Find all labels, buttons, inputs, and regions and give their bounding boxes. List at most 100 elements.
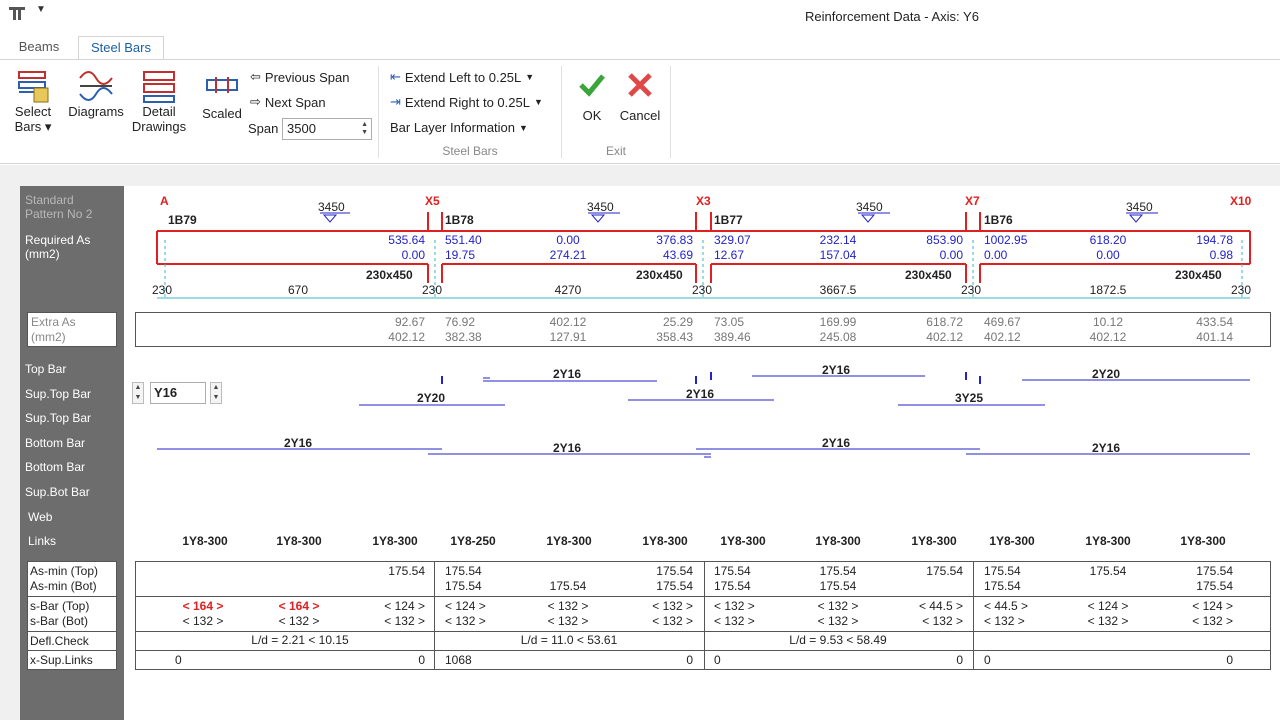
link-spec[interactable]: 1Y8-300 [642,534,688,548]
bottom-bar-label[interactable]: 2Y16 [822,436,851,450]
beam-name-1b77[interactable]: 1B77 [714,213,743,227]
span-value: 3500 [287,121,316,136]
extra-as-value: 402.12 [984,330,1021,344]
link-spec[interactable]: 1Y8-300 [546,534,592,548]
clear-span: 670 [287,283,309,297]
quick-access-dropdown-icon[interactable]: ▼ [36,4,46,15]
bottom-bar-label-2: Bottom Bar [25,460,86,474]
cancel-label: Cancel [619,108,661,123]
top-bar-label: Top Bar [25,362,67,376]
required-as-value: 329.07 [714,233,751,247]
axis-label-x3: X3 [696,194,711,208]
required-as-value: 551.40 [445,233,482,247]
beam-name-1b79[interactable]: 1B79 [168,213,197,227]
asmin-value: 175.54 [656,579,693,593]
link-spec[interactable]: 1Y8-300 [911,534,957,548]
ribbon-tabs: Beams Steel Bars [0,36,1280,60]
deflection-value: L/d = 9.53 < 58.49 [789,633,887,647]
span-spinner-icon[interactable]: ▲ ▼ [361,121,368,136]
sup-top-bar-label-2: Sup.Top Bar [25,411,92,425]
link-spec[interactable]: 1Y8-300 [372,534,418,548]
app-icon[interactable] [8,5,26,21]
bar-size-input[interactable]: Y16 [150,382,206,404]
extend-right-button[interactable]: ⇥ Extend Right to 0.25L ▼ [390,94,543,110]
required-as-value: 194.78 [1196,233,1233,247]
required-as-value: 157.04 [819,248,857,262]
beam-name-1b78[interactable]: 1B78 [445,213,474,227]
xsup-value: 0 [714,653,721,667]
select-bars-label: Select [14,104,52,119]
asmin-value: 175.54 [1196,579,1233,593]
beam-name-1b76[interactable]: 1B76 [984,213,1013,227]
web-label: Web [28,510,53,524]
window-title: Reinforcement Data - Axis: Y6 [805,9,979,24]
ok-button[interactable]: OK [574,70,610,123]
xsup-value: 0 [686,653,693,667]
sup-top-bar-label[interactable]: 2Y16 [686,387,715,401]
extend-left-button[interactable]: ⇤ Extend Left to 0.25L ▼ [390,69,534,85]
bottom-bar-label[interactable]: 2Y16 [553,441,582,455]
scaled-button[interactable]: Scaled [198,74,246,121]
extend-right-icon: ⇥ [390,94,401,109]
section-label: 230x450 [366,268,413,282]
sbar-value: < 124 > [384,599,425,613]
link-spec[interactable]: 1Y8-300 [1180,534,1226,548]
link-spec[interactable]: 1Y8-300 [989,534,1035,548]
link-spec[interactable]: 1Y8-300 [720,534,766,548]
link-spec[interactable]: 1Y8-300 [815,534,861,548]
detail-drawings-button[interactable]: Detail Drawings [128,68,190,134]
previous-span-button[interactable]: ⇦ Previous Span [250,69,349,85]
link-spec[interactable]: 1Y8-300 [1085,534,1131,548]
sup-top-bar-label[interactable]: 3Y25 [955,391,984,405]
clear-span: 1872.5 [1089,283,1127,297]
span-label: Span [248,121,279,136]
link-spec[interactable]: 1Y8-300 [182,534,228,548]
select-bars-icon [18,71,49,103]
sbar-value: < 164 > [182,599,224,613]
span-length-1: 3450 [318,200,345,214]
next-span-button[interactable]: ⇨ Next Span [250,94,326,110]
group-separator [670,66,671,158]
diagrams-button[interactable]: Diagrams [64,68,128,119]
group-label-exit: Exit [605,144,626,158]
support-width: 230 [692,283,713,297]
select-bars-button[interactable]: Select Bars ▾ [8,68,58,135]
extend-left-icon: ⇤ [390,69,401,84]
xsup-value: 0 [418,653,425,667]
xsup-value: 0 [984,653,991,667]
axis-label-x5: X5 [425,194,440,208]
tab-beams[interactable]: Beams [18,39,60,54]
bottom-bar-label[interactable]: 2Y16 [284,436,313,450]
bar-stepper-left[interactable]: ▲ ▼ [132,382,144,404]
asmin-value: 175.54 [549,579,587,593]
bottom-bar-label[interactable]: 2Y16 [1092,441,1121,455]
link-spec[interactable]: 1Y8-250 [450,534,496,548]
cancel-button[interactable]: Cancel [616,70,664,123]
sbar-value: < 132 > [1192,614,1233,628]
tab-steel-bars[interactable]: Steel Bars [78,36,164,60]
bar-layer-information-button[interactable]: Bar Layer Information ▼ [390,120,528,135]
span-input[interactable]: 3500 ▲ ▼ [282,118,372,140]
top-bar-label[interactable]: 2Y20 [1092,367,1121,381]
sbar-value: < 132 > [1087,614,1129,628]
sbar-value: < 124 > [1192,599,1233,613]
bar-stepper-right[interactable]: ▲ ▼ [210,382,222,404]
sbar-value: < 132 > [278,614,320,628]
top-bar-label[interactable]: 2Y16 [822,363,851,377]
xsup-value: 1068 [445,653,472,667]
arrow-right-icon: ⇨ [250,94,261,109]
defl-check-label: Defl.Check [30,634,89,648]
link-spec[interactable]: 1Y8-300 [276,534,322,548]
extra-as-value: 25.29 [662,315,693,329]
ribbon: Select Bars ▾ Diagrams Detail Drawings S… [0,59,1280,164]
top-bar-label[interactable]: 2Y16 [553,367,582,381]
required-as-value: 0.98 [1209,248,1233,262]
sup-top-bar-label[interactable]: 2Y20 [417,391,446,405]
asmin-value: 175.54 [388,564,425,578]
asmin-value: 175.54 [1196,564,1233,578]
extra-as-value: 73.05 [714,315,745,329]
sbar-value: < 132 > [182,614,224,628]
extra-as-value: 127.91 [549,330,587,344]
sbar-value: < 132 > [714,599,755,613]
required-as-value: 0.00 [984,248,1008,262]
